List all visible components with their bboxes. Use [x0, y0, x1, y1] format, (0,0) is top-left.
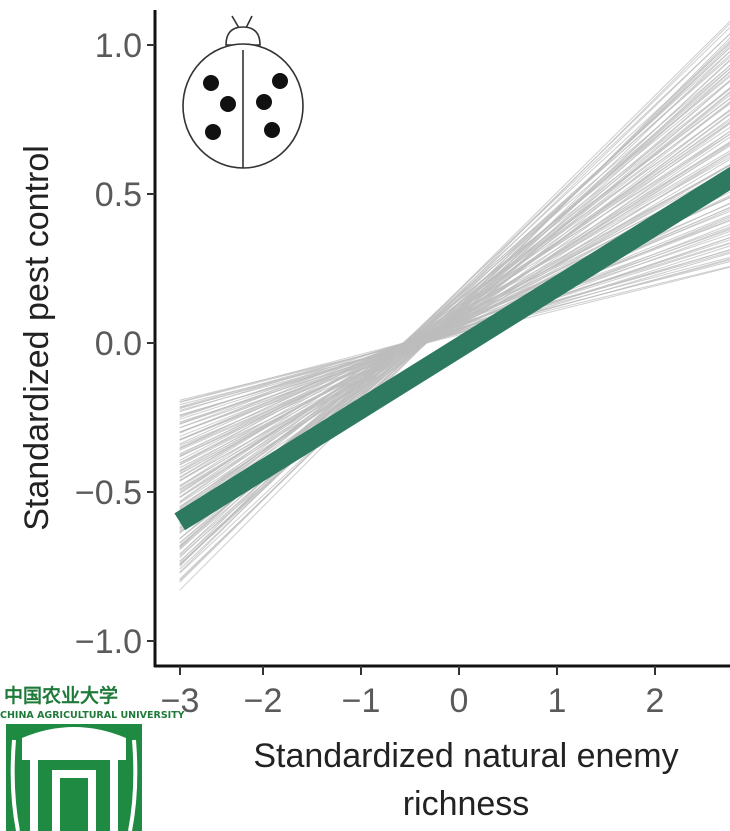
posterior-draw-line [179, 145, 730, 488]
x-axis-title-line1: Standardized natural enemy [253, 737, 678, 775]
logo-chinese-name: 中国农业大学 [4, 684, 118, 707]
y-tick-label: −0.5 [75, 474, 142, 512]
posterior-draw-line [179, 59, 730, 574]
posterior-draw-line [179, 130, 730, 516]
posterior-draw-line [179, 22, 730, 573]
y-ticks: −1.0 −0.5 0.0 0.5 1.0 [75, 27, 155, 661]
posterior-draw-line [179, 220, 730, 433]
x-tick-label: −1 [342, 682, 381, 720]
x-tick-label: 1 [548, 682, 567, 720]
x-tick-label: −2 [244, 682, 283, 720]
logo-english-name: CHINA AGRICULTURAL UNIVERSITY [0, 710, 185, 721]
posterior-draw-line [179, 252, 730, 416]
posterior-draw-line [179, 224, 730, 440]
x-tick-label: 2 [646, 682, 665, 720]
posterior-draw-line [179, 37, 730, 591]
y-axis-title: Standardized pest control [18, 145, 56, 531]
x-tick-label: 0 [450, 682, 469, 720]
y-tick-label: 0.0 [95, 325, 142, 363]
posterior-draw-line [179, 44, 730, 570]
x-tick-label: −3 [161, 682, 200, 720]
posterior-draw-line [179, 79, 730, 525]
posterior-draw-line [179, 46, 730, 565]
mean-fit-line [174, 166, 730, 531]
x-axis-title-line2: richness [403, 785, 530, 823]
posterior-draw-line [179, 216, 730, 446]
posterior-draw-line [179, 39, 730, 583]
series-lines [174, 166, 730, 531]
ladybird-icon [182, 15, 304, 169]
y-tick-label: −1.0 [75, 623, 142, 661]
china-agricultural-university-logo: 中国农业大学 CHINA AGRICULTURAL UNIVERSITY [0, 684, 185, 831]
x-ticks: −3 −2 −1 0 1 2 [161, 666, 665, 720]
y-tick-label: 0.5 [95, 176, 142, 214]
y-tick-label: 1.0 [95, 27, 142, 65]
